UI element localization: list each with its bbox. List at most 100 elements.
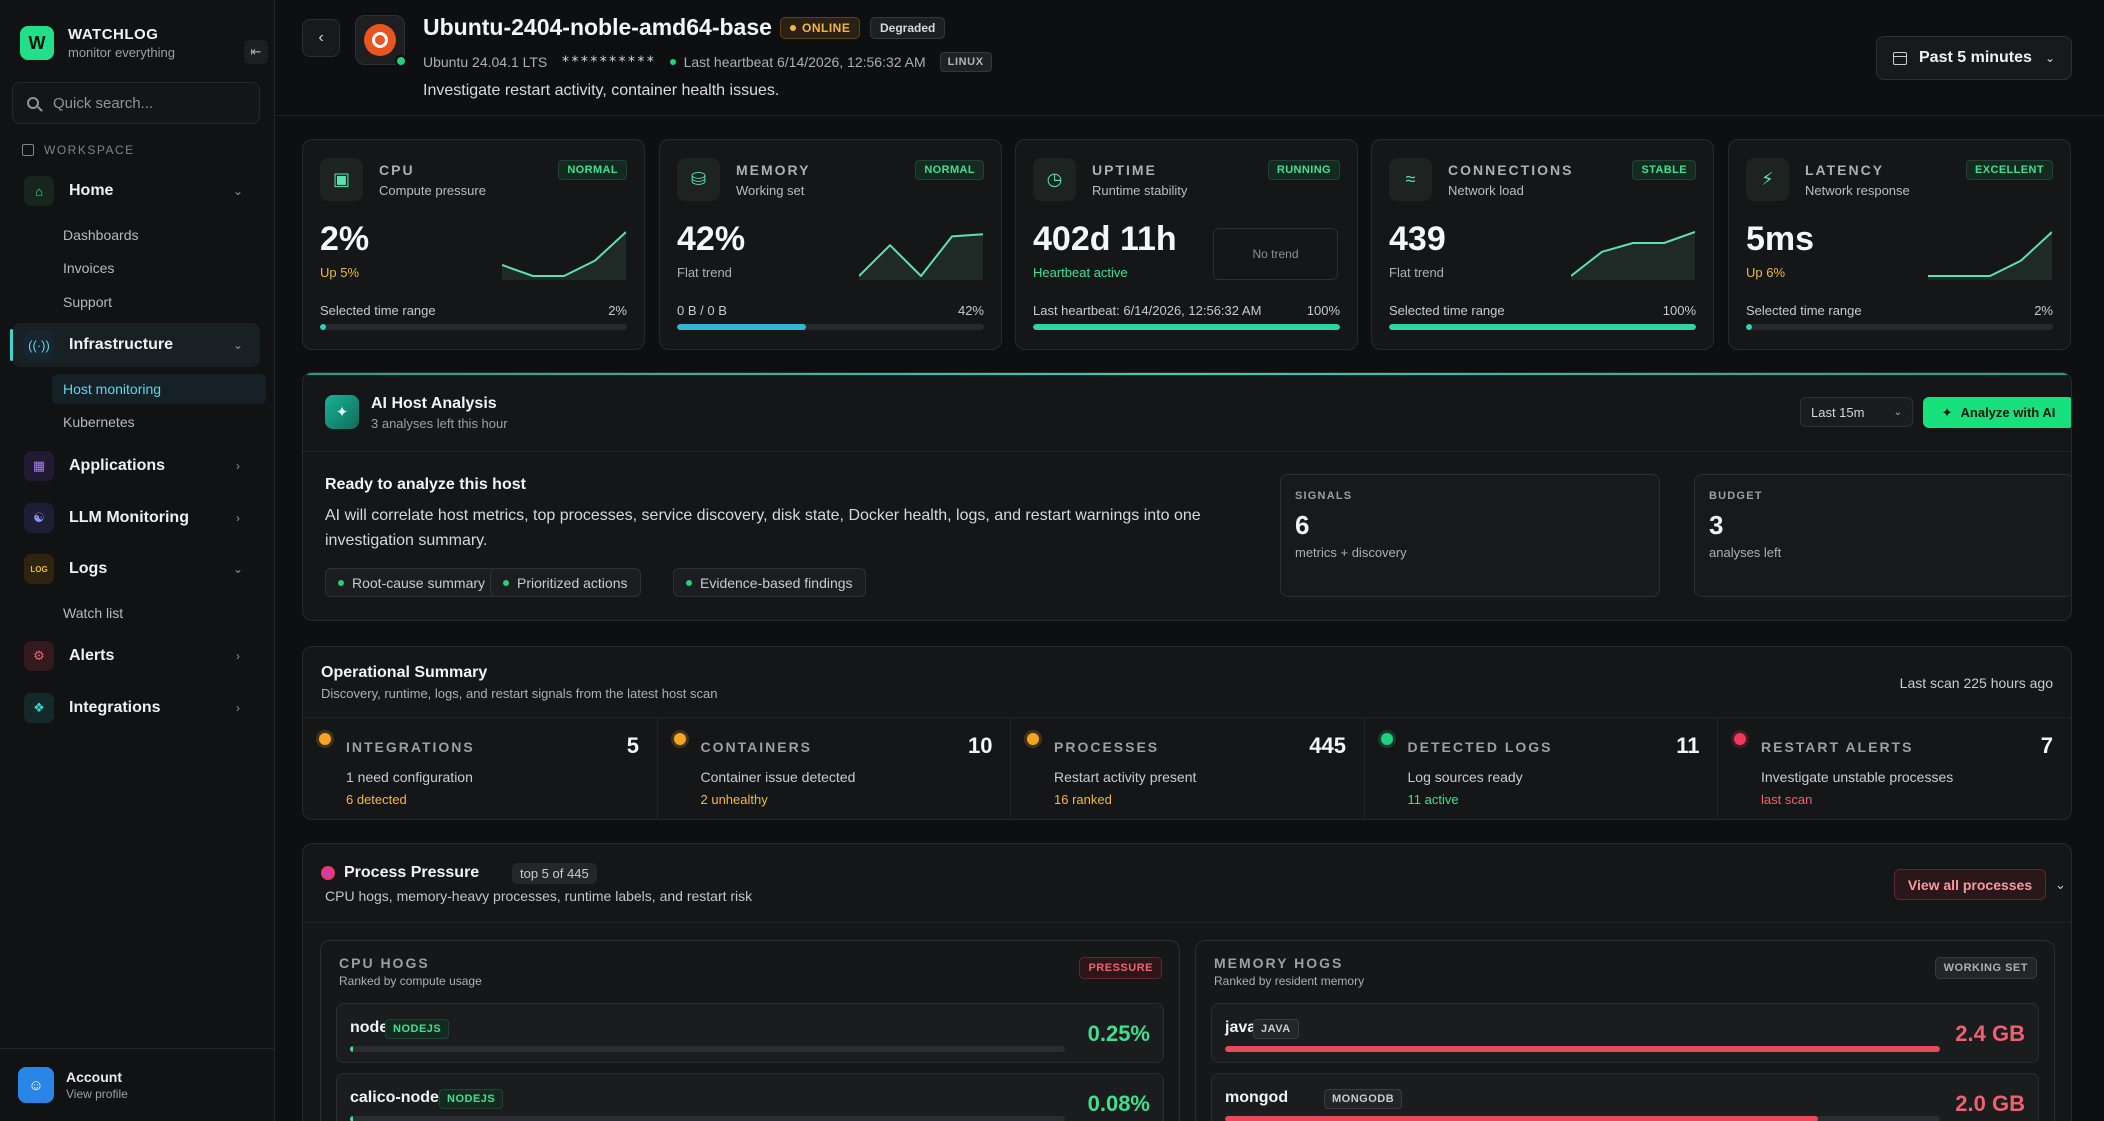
runtime-tag: NODEJS [385, 1019, 450, 1039]
chevron-down-icon[interactable]: ⌄ [2055, 877, 2066, 892]
account-name: Account [66, 1069, 122, 1085]
platform-tag: LINUX [939, 52, 992, 72]
memory-hogs-panel: MEMORY HOGS Ranked by resident memory WO… [1195, 940, 2055, 1121]
ai-heading: Ready to analyze this host [325, 476, 526, 493]
divider [303, 451, 2071, 452]
sidebar-item-support[interactable]: Support [63, 294, 113, 310]
sidebar-item-integrations[interactable]: ❖ Integrations › [12, 686, 260, 730]
back-button[interactable]: ‹ [302, 19, 340, 57]
sidebar-item-infrastructure[interactable]: ((·)) Infrastructure ⌄ [10, 323, 260, 367]
metric-progress-fill [1746, 324, 1753, 330]
analyze-with-ai-button[interactable]: ✦ Analyze with AI [1923, 397, 2071, 428]
metric-card-memory[interactable]: ⛁ MEMORY Working set NORMAL 42% Flat tre… [659, 139, 1002, 350]
view-all-processes-button[interactable]: View all processes [1894, 869, 2046, 900]
metric-progress-bar [1033, 324, 1340, 330]
process-pressure: Process Pressure top 5 of 445 CPU hogs, … [302, 843, 2072, 1121]
sidebar-item-applications[interactable]: ▦ Applications › [12, 444, 260, 488]
process-row[interactable]: java JAVA 2.4 GB [1211, 1003, 2039, 1063]
metric-progress-bar [677, 324, 984, 330]
sidebar-item-host-monitoring[interactable]: Host monitoring [52, 374, 266, 404]
status-dot [1027, 733, 1039, 745]
process-row[interactable]: node NODEJS 0.25% [336, 1003, 1164, 1063]
signals-card: SIGNALS 6 metrics + discovery [1280, 474, 1660, 597]
metric-value: 439 [1389, 220, 1446, 258]
summary-containers[interactable]: CONTAINERS 10 Container issue detected 2… [656, 718, 1010, 820]
summary-integrations[interactable]: INTEGRATIONS 5 1 need configuration 6 de… [303, 718, 656, 820]
ai-host-analysis: ✦ AI Host Analysis 3 analyses left this … [302, 372, 2072, 621]
metric-subtitle: Network load [1448, 183, 1524, 198]
signals-value: 6 [1295, 510, 1310, 540]
chevron-left-icon: ‹ [318, 29, 324, 46]
sidebar-item-watch-list[interactable]: Watch list [63, 605, 124, 621]
summary-processes[interactable]: PROCESSES 445 Restart activity present 1… [1010, 718, 1363, 820]
process-row[interactable]: calico-node NODEJS 0.08% [336, 1073, 1164, 1121]
radio-tower-icon: ((·)) [24, 330, 54, 360]
sidebar-item-alerts[interactable]: ⚙ Alerts › [12, 634, 260, 678]
metric-card-latency[interactable]: ⚡ LATENCY Network response EXCELLENT 5ms… [1728, 139, 2071, 350]
metric-subtitle: Runtime stability [1092, 183, 1188, 198]
process-row[interactable]: mongod MONGODB 2.0 GB [1211, 1073, 2039, 1121]
chip-root-cause: Root-cause summary [325, 568, 499, 597]
pressure-title: Process Pressure [344, 864, 480, 881]
process-name: node [350, 1019, 389, 1036]
sidebar-item-llm-monitoring[interactable]: ☯ LLM Monitoring › [12, 496, 260, 540]
metric-footer: Selected time range 100% [1389, 303, 1696, 318]
runtime-tag: JAVA [1253, 1019, 1299, 1039]
process-name: java [1225, 1019, 1257, 1036]
runtime-tag: MONGODB [1324, 1089, 1403, 1109]
host-meta: Ubuntu 24.04.1 LTS ********** Last heart… [423, 52, 992, 72]
brand[interactable]: W WATCHLOG monitor everything [20, 26, 175, 60]
status-dot [319, 733, 331, 745]
account-sub: View profile [66, 1087, 128, 1101]
metric-footer-value: 100% [1662, 303, 1696, 318]
sidebar-item-home[interactable]: ⌂ Home ⌄ [12, 169, 260, 213]
metric-status-badge: RUNNING [1267, 160, 1340, 180]
account-menu[interactable]: ☺ Account View profile [0, 1048, 275, 1121]
process-value: 2.0 GB [1955, 1091, 2025, 1116]
summary-count: 10 [968, 733, 993, 758]
sidebar: W WATCHLOG monitor everything ⇤ Quick se… [0, 0, 275, 1121]
summary-restart-alerts[interactable]: RESTART ALERTS 7 Investigate unstable pr… [1717, 718, 2070, 820]
summary-note: 6 detected [346, 792, 407, 807]
sidebar-collapse-icon[interactable]: ⇤ [244, 40, 268, 64]
metric-card-connections[interactable]: ≈ CONNECTIONS Network load STABLE 439 Fl… [1371, 139, 1714, 350]
chevron-down-icon: ⌄ [232, 338, 244, 352]
sidebar-item-dashboards[interactable]: Dashboards [63, 227, 139, 243]
status-dot [1734, 733, 1746, 745]
search-input[interactable]: Quick search... [12, 82, 260, 124]
time-range-select[interactable]: Past 5 minutes ⌄ [1876, 36, 2072, 80]
host-description: Investigate restart activity, container … [423, 82, 780, 99]
metric-footer: 0 B / 0 B 42% [677, 303, 984, 318]
summary-note: 2 unhealthy [700, 792, 768, 807]
usage-bar-fill [350, 1046, 353, 1052]
sidebar-item-invoices[interactable]: Invoices [63, 260, 115, 276]
divider [303, 922, 2071, 923]
usage-bar [1225, 1116, 1940, 1121]
metric-progress-bar [1389, 324, 1696, 330]
metric-footer-value: 42% [957, 303, 984, 318]
user-icon: ☺ [18, 1067, 54, 1103]
metric-progress-bar [1746, 324, 2053, 330]
pressure-icon [321, 866, 335, 880]
summary-count: 445 [1309, 733, 1346, 758]
metric-progress-fill [1033, 324, 1340, 330]
metric-card-cpu[interactable]: ▣ CPU Compute pressure NORMAL 2% Up 5% S… [302, 139, 645, 350]
ai-subtitle: 3 analyses left this hour [371, 416, 508, 431]
metric-card-uptime[interactable]: ◷ UPTIME Runtime stability RUNNING 402d … [1015, 139, 1358, 350]
trend-sparkline [1571, 231, 1695, 280]
no-trend: No trend [1213, 228, 1338, 280]
summary-description: Restart activity present [1054, 769, 1197, 785]
summary-count: 7 [2040, 733, 2053, 758]
summary-description: Log sources ready [1407, 769, 1523, 785]
heartbeat-dot [669, 59, 676, 65]
ai-range-select[interactable]: Last 15m ⌄ [1800, 397, 1913, 427]
host-os-icon [355, 15, 407, 67]
status-dot [1380, 733, 1393, 745]
working-set-badge: WORKING SET [1934, 957, 2037, 979]
summary-detected-logs[interactable]: DETECTED LOGS 11 Log sources ready 11 ac… [1363, 718, 1717, 820]
sidebar-item-kubernetes[interactable]: Kubernetes [63, 414, 135, 430]
process-name: calico-node [350, 1089, 439, 1106]
metric-subtitle: Compute pressure [379, 183, 486, 198]
sidebar-item-logs[interactable]: LOG Logs ⌄ [12, 547, 260, 591]
chevron-right-icon: › [236, 649, 240, 663]
